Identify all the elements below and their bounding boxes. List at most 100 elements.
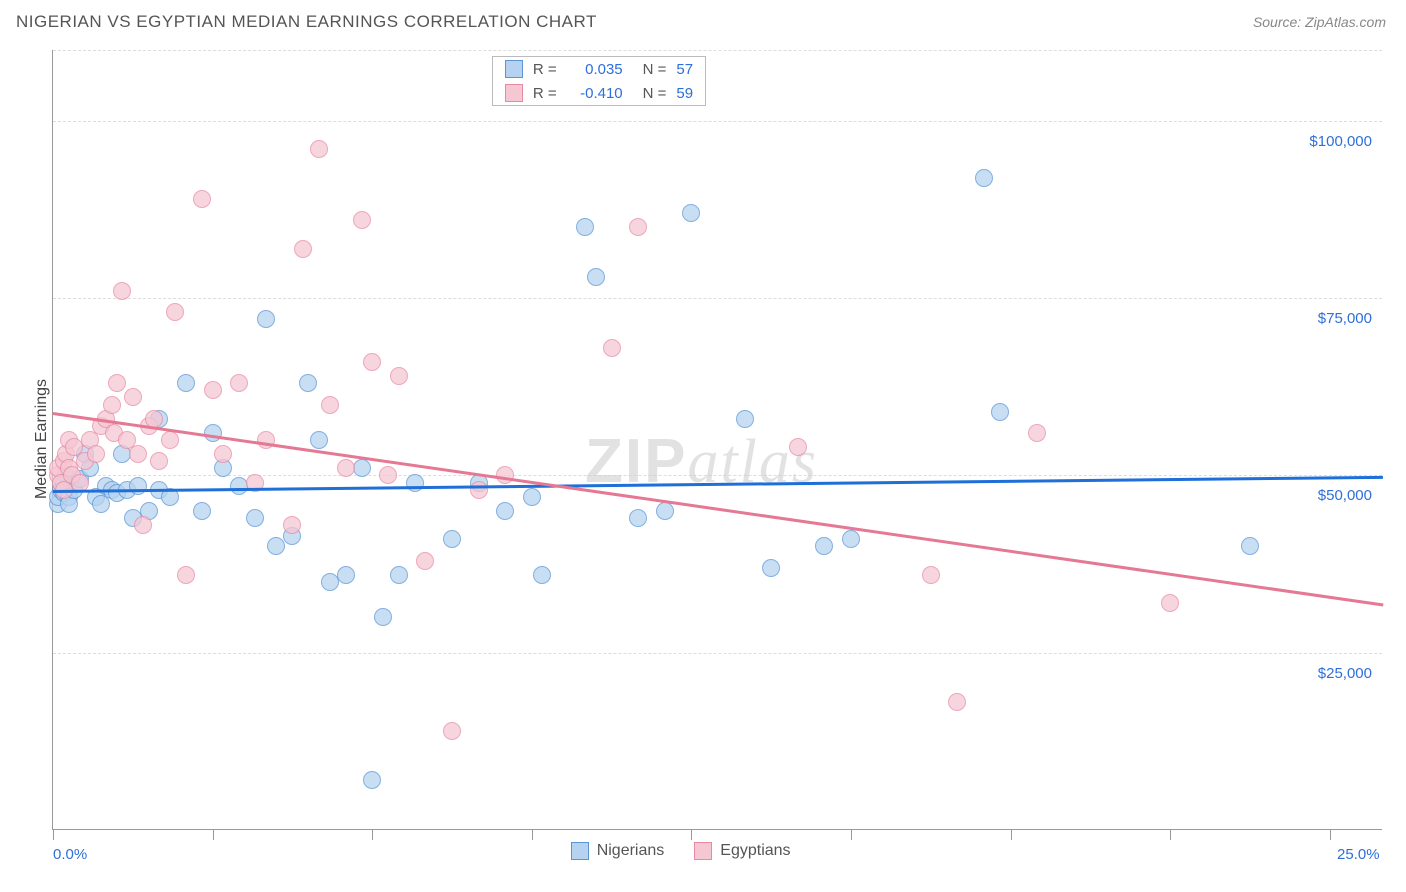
data-point — [991, 403, 1009, 421]
gridline — [53, 653, 1382, 654]
data-point — [374, 608, 392, 626]
n-label: N = — [643, 61, 667, 78]
data-point — [789, 438, 807, 456]
legend-swatch — [505, 60, 523, 78]
data-point — [257, 431, 275, 449]
data-point — [299, 374, 317, 392]
data-point — [1241, 537, 1259, 555]
stats-box: R =0.035N =57R =-0.410N =59 — [492, 56, 706, 106]
data-point — [337, 566, 355, 584]
x-tick-mark — [532, 830, 533, 840]
data-point — [87, 445, 105, 463]
data-point — [443, 530, 461, 548]
source-label: Source: ZipAtlas.com — [1253, 14, 1386, 30]
gridline — [53, 121, 1382, 122]
data-point — [257, 310, 275, 328]
data-point — [656, 502, 674, 520]
data-point — [129, 477, 147, 495]
data-point — [762, 559, 780, 577]
data-point — [177, 374, 195, 392]
legend-item: Nigerians — [571, 842, 665, 860]
data-point — [166, 303, 184, 321]
data-point — [363, 353, 381, 371]
gridline — [53, 298, 1382, 299]
stats-row: R =-0.410N =59 — [493, 81, 705, 105]
data-point — [161, 431, 179, 449]
bottom-legend: Nigerians Egyptians — [571, 842, 791, 860]
x-tick-mark — [851, 830, 852, 840]
legend-item: Egyptians — [694, 842, 790, 860]
data-point — [193, 190, 211, 208]
plot-area: $25,000$50,000$75,000$100,0000.0%25.0%ZI… — [52, 50, 1382, 830]
data-point — [523, 488, 541, 506]
r-value: -0.410 — [567, 85, 623, 102]
data-point — [204, 424, 222, 442]
data-point — [416, 552, 434, 570]
data-point — [390, 566, 408, 584]
x-tick-mark — [1170, 830, 1171, 840]
data-point — [214, 445, 232, 463]
data-point — [587, 268, 605, 286]
legend-label: Egyptians — [720, 842, 790, 860]
data-point — [108, 374, 126, 392]
x-tick-mark — [372, 830, 373, 840]
data-point — [603, 339, 621, 357]
x-tick-mark — [1330, 830, 1331, 840]
data-point — [230, 374, 248, 392]
header: NIGERIAN VS EGYPTIAN MEDIAN EARNINGS COR… — [0, 0, 1406, 44]
data-point — [124, 388, 142, 406]
data-point — [815, 537, 833, 555]
data-point — [379, 466, 397, 484]
data-point — [353, 459, 371, 477]
watermark: ZIPatlas — [585, 426, 818, 498]
data-point — [736, 410, 754, 428]
legend-swatch — [694, 842, 712, 860]
data-point — [948, 693, 966, 711]
data-point — [496, 502, 514, 520]
y-tick-label: $25,000 — [1292, 665, 1372, 682]
x-tick-label: 0.0% — [53, 846, 87, 863]
r-label: R = — [533, 85, 557, 102]
data-point — [443, 722, 461, 740]
data-point — [629, 509, 647, 527]
data-point — [310, 431, 328, 449]
x-tick-label: 25.0% — [1337, 846, 1380, 863]
data-point — [470, 481, 488, 499]
data-point — [113, 282, 131, 300]
data-point — [246, 509, 264, 527]
data-point — [177, 566, 195, 584]
data-point — [321, 396, 339, 414]
data-point — [1028, 424, 1046, 442]
data-point — [267, 537, 285, 555]
data-point — [150, 452, 168, 470]
data-point — [842, 530, 860, 548]
legend-swatch — [505, 84, 523, 102]
data-point — [390, 367, 408, 385]
x-tick-mark — [691, 830, 692, 840]
data-point — [363, 771, 381, 789]
legend-swatch — [571, 842, 589, 860]
gridline — [53, 50, 1382, 51]
data-point — [134, 516, 152, 534]
x-tick-mark — [213, 830, 214, 840]
data-point — [310, 140, 328, 158]
y-tick-label: $50,000 — [1292, 487, 1372, 504]
chart-container: NIGERIAN VS EGYPTIAN MEDIAN EARNINGS COR… — [0, 0, 1406, 892]
y-tick-label: $100,000 — [1292, 133, 1372, 150]
y-tick-label: $75,000 — [1292, 310, 1372, 327]
r-label: R = — [533, 61, 557, 78]
data-point — [204, 381, 222, 399]
data-point — [103, 396, 121, 414]
data-point — [922, 566, 940, 584]
y-axis-label: Median Earnings — [33, 359, 51, 519]
n-value: 59 — [676, 85, 693, 102]
data-point — [283, 516, 301, 534]
data-point — [975, 169, 993, 187]
data-point — [1161, 594, 1179, 612]
data-point — [353, 211, 371, 229]
r-value: 0.035 — [567, 61, 623, 78]
data-point — [629, 218, 647, 236]
data-point — [576, 218, 594, 236]
n-value: 57 — [676, 61, 693, 78]
data-point — [193, 502, 211, 520]
